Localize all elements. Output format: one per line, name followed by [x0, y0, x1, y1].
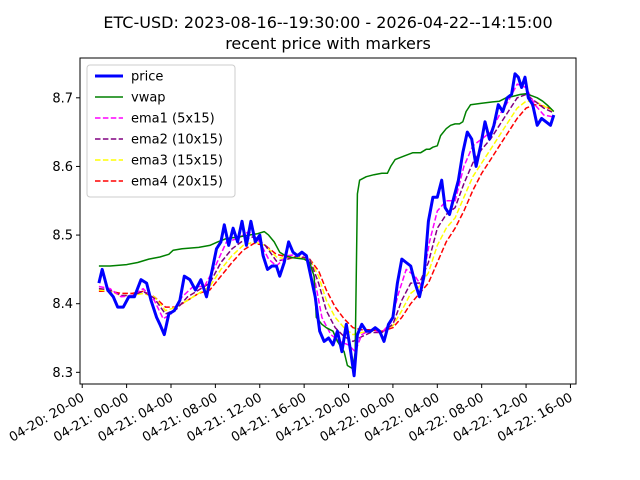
legend-box — [86, 64, 236, 198]
legend-label-ema1-5x15: ema1 (5x15) — [131, 112, 215, 127]
legend-label-ema3-15x15: ema3 (15x15) — [131, 154, 223, 169]
y-tick-label: 8.7 — [52, 91, 73, 106]
series-layer — [97, 72, 556, 378]
chart-title: ETC-USD: 2023-08-16--19:30:00 - 2026-04-… — [103, 13, 552, 32]
legend-label-price: price — [131, 70, 163, 85]
y-tick-label: 8.3 — [52, 366, 73, 381]
legend-label-ema2-10x15: ema2 (10x15) — [131, 133, 223, 148]
legend-label-vwap: vwap — [131, 91, 166, 106]
series-line-price — [97, 72, 556, 378]
legend: price vwap ema1 (5x15) ema2 (10x15) ema3 (15… — [86, 64, 236, 198]
series-line-ema2-10x15 — [98, 93, 555, 343]
chart-subtitle: recent price with markers — [225, 34, 431, 53]
series-line-ema3-15x15 — [98, 100, 555, 336]
y-tick-label: 8.5 — [52, 229, 73, 244]
y-tick-label: 8.6 — [52, 160, 73, 175]
y-tick-label: 8.4 — [52, 297, 73, 312]
plot-frame — [79, 57, 577, 385]
legend-label-ema4-20x15: ema4 (20x15) — [131, 175, 223, 190]
